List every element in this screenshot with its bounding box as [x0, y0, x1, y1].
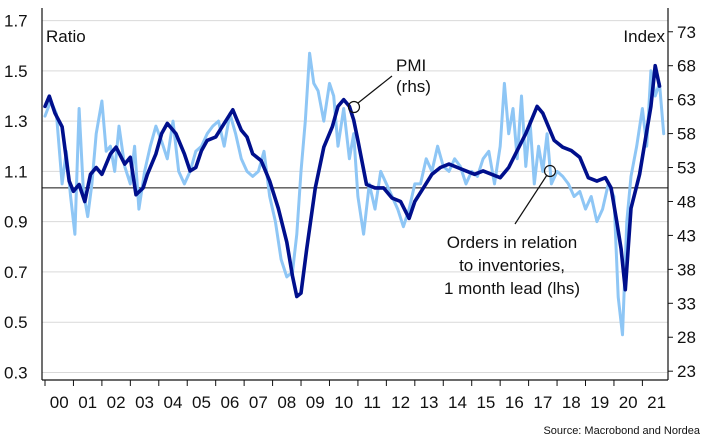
x-tick-label: 16 — [505, 393, 524, 412]
x-tick-label: 05 — [192, 393, 211, 412]
series-layer — [43, 51, 666, 337]
orders-annotation: Orders in relation to inventories, 1 mon… — [444, 164, 580, 298]
x-tick-label: 03 — [135, 393, 154, 412]
pmi-annotation-leader — [357, 75, 393, 104]
pmi-annotation-marker — [347, 100, 361, 114]
x-tick-label: 06 — [220, 393, 239, 412]
x-tick-label: 01 — [78, 393, 97, 412]
orders-annotation-line-1: Orders in relation — [447, 233, 577, 252]
right-tick-label: 73 — [677, 23, 696, 42]
orders-inventories-line — [43, 51, 666, 337]
left-tick-label: 0.5 — [4, 313, 28, 332]
right-axis-title: Index — [623, 27, 665, 46]
left-tick-label: 1.3 — [4, 112, 28, 131]
right-tick-label: 48 — [677, 192, 696, 211]
pmi-annotation-line-2: (rhs) — [396, 77, 431, 96]
right-tick-label: 43 — [677, 226, 696, 245]
x-tick-label: 15 — [476, 393, 495, 412]
x-tick-label: 07 — [249, 393, 268, 412]
x-tick-label: 10 — [334, 393, 353, 412]
left-tick-label: 1.5 — [4, 62, 28, 81]
pmi-line — [43, 63, 662, 299]
source-note: Source: Macrobond and Nordea — [543, 425, 700, 437]
right-tick-label: 63 — [677, 91, 696, 110]
orders-annotation-leader — [514, 174, 548, 225]
right-tick-label: 68 — [677, 57, 696, 76]
right-tick-label: 33 — [677, 294, 696, 313]
orders-annotation-line-3: 1 month lead (lhs) — [444, 279, 580, 298]
left-axis-title: Ratio — [46, 27, 86, 46]
x-tick-label: 18 — [562, 393, 581, 412]
tick-labels: 0.3 0.5 0.7 0.9 1.1 1.3 1.5 1.7 23 28 33 38 43 48 53 58… — [4, 12, 696, 412]
x-tick-label: 12 — [391, 393, 410, 412]
axes — [41, 8, 673, 386]
x-tick-label: 13 — [420, 393, 439, 412]
x-tick-label: 19 — [590, 393, 609, 412]
right-tick-label: 28 — [677, 328, 696, 347]
right-tick-label: 23 — [677, 362, 696, 381]
left-tick-label: 0.9 — [4, 213, 28, 232]
left-tick-label: 0.7 — [4, 263, 28, 282]
x-tick-label: 02 — [107, 393, 126, 412]
right-tick-label: 38 — [677, 260, 696, 279]
right-tick-label: 58 — [677, 125, 696, 144]
x-tick-label: 11 — [363, 393, 381, 412]
x-tick-label: 09 — [306, 393, 325, 412]
left-tick-label: 1.1 — [4, 162, 28, 181]
x-tick-label: 00 — [50, 393, 69, 412]
pmi-annotation: PMI (rhs) — [347, 56, 431, 114]
pmi-annotation-line-1: PMI — [396, 56, 426, 75]
left-tick-label: 0.3 — [4, 363, 28, 382]
x-tick-label: 04 — [164, 393, 183, 412]
x-tick-label: 17 — [533, 393, 552, 412]
orders-annotation-marker — [543, 164, 557, 178]
right-tick-label: 53 — [677, 159, 696, 178]
orders-annotation-line-2: to inventories, — [459, 256, 565, 275]
x-tick-label: 20 — [619, 393, 638, 412]
x-tick-label: 21 — [647, 393, 666, 412]
x-tick-label: 08 — [277, 393, 296, 412]
x-tick-label: 14 — [448, 393, 467, 412]
left-tick-label: 1.7 — [4, 12, 28, 31]
